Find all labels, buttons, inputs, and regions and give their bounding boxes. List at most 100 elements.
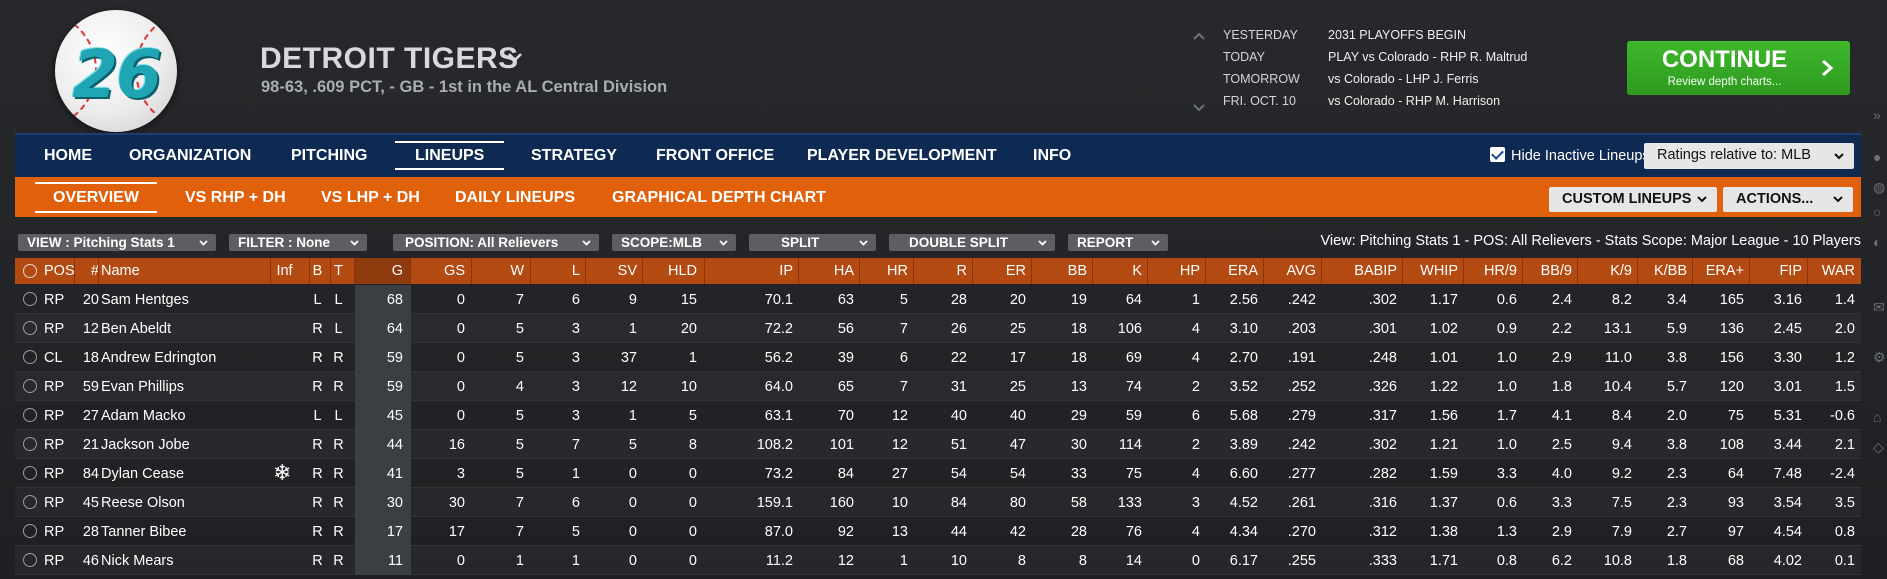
column-header-g[interactable]: G <box>391 263 403 279</box>
filter-dropdown[interactable]: FILTER : None <box>229 234 367 251</box>
hide-inactive-lineups-checkbox[interactable]: Hide Inactive Lineups <box>1490 147 1650 164</box>
checkbox-icon[interactable] <box>1490 147 1505 162</box>
globe-icon[interactable]: ◍ <box>1873 180 1886 194</box>
column-header-l[interactable]: L <box>571 263 580 279</box>
tab-overview[interactable]: OVERVIEW <box>35 182 157 213</box>
table-row[interactable]: RP 12 Ben Abeldt R L 64 0 5 3 1 20 72.2 56 7 26 25 18 106… <box>15 314 1861 343</box>
column-header-bb9[interactable]: BB/9 <box>1540 263 1572 279</box>
column-header-bb[interactable]: BB <box>1067 263 1087 279</box>
schedule-event[interactable]: PLAY vs Colorado - RHP R. Maltrud <box>1328 50 1528 64</box>
ratings-relative-dropdown[interactable]: Ratings relative to: MLB <box>1644 143 1854 169</box>
row-select-radio[interactable] <box>23 379 37 393</box>
column-header-ip[interactable]: IP <box>779 263 793 279</box>
bulb-icon[interactable]: ○ <box>1873 205 1882 219</box>
custom-lineups-dropdown[interactable]: CUSTOM LINEUPS <box>1549 187 1717 212</box>
scope-dropdown[interactable]: SCOPE:MLB <box>612 234 736 251</box>
view-dropdown[interactable]: VIEW : Pitching Stats 1 <box>18 234 216 251</box>
column-header-r[interactable]: R <box>956 263 967 279</box>
nav-lineups[interactable]: LINEUPS <box>394 141 505 170</box>
column-header-inf[interactable]: Inf <box>276 263 293 279</box>
column-header-er[interactable]: ER <box>1005 263 1026 279</box>
actions-dropdown[interactable]: ACTIONS... <box>1723 187 1853 212</box>
chevron-up-icon[interactable] <box>1192 31 1206 41</box>
tag-icon[interactable]: ◇ <box>1873 440 1884 454</box>
row-select-radio[interactable] <box>23 495 37 509</box>
row-select-radio[interactable] <box>23 292 37 306</box>
cell-name[interactable]: Sam Hentges <box>101 292 189 308</box>
split-dropdown[interactable]: SPLIT <box>749 234 876 251</box>
mail-icon[interactable]: ✉ <box>1873 300 1885 314</box>
cell-name[interactable]: Evan Phillips <box>101 379 185 395</box>
row-select-radio[interactable] <box>23 466 37 480</box>
team-name[interactable]: DETROIT TIGERS <box>260 42 519 75</box>
column-header-num[interactable]: # <box>90 263 99 279</box>
column-header-hp[interactable]: HP <box>1179 263 1200 279</box>
column-header-babip[interactable]: BABIP <box>1354 263 1397 279</box>
trophy-icon[interactable]: ◐ <box>1873 235 1882 249</box>
gear-icon[interactable]: ⚙ <box>1873 350 1886 364</box>
nav-player-development[interactable]: PLAYER DEVELOPMENT <box>807 147 997 164</box>
cell-name[interactable]: Andrew Edrington <box>101 350 217 366</box>
home-icon[interactable]: ⌂ <box>1873 410 1882 424</box>
nav-info[interactable]: INFO <box>1033 147 1072 164</box>
column-header-era[interactable]: ERA <box>1228 263 1258 279</box>
chevron-down-icon[interactable] <box>1192 103 1206 113</box>
tab-vs-rhp-dh[interactable]: VS RHP + DH <box>185 189 286 206</box>
table-row[interactable]: CL 18 Andrew Edrington R R 59 0 5 3 37 1 56.2 39 6 22 1… <box>15 343 1861 372</box>
cell-name[interactable]: Ben Abeldt <box>101 321 172 337</box>
nav-organization[interactable]: ORGANIZATION <box>129 147 252 164</box>
table-row[interactable]: RP 27 Adam Macko L L 45 0 5 3 1 5 63.1 70 12 40 40 29 59 6… <box>15 401 1861 430</box>
row-select-radio[interactable] <box>23 553 37 567</box>
table-row[interactable]: RP 20 Sam Hentges L L 68 0 7 6 9 15 70.1 63 5 28 20 19 64… <box>15 285 1861 314</box>
tab-daily-lineups[interactable]: DAILY LINEUPS <box>455 189 576 206</box>
nav-home[interactable]: HOME <box>44 147 92 164</box>
person-icon[interactable]: ● <box>1873 150 1882 164</box>
table-row[interactable]: RP 28 Tanner Bibee R R 17 17 7 5 0 0 87.0 92 13 44 42 28… <box>15 517 1861 546</box>
select-all-radio[interactable] <box>23 264 37 278</box>
row-select-radio[interactable] <box>23 437 37 451</box>
chevron-down-icon[interactable] <box>505 47 525 67</box>
column-header-fip[interactable]: FIP <box>1779 263 1802 279</box>
cell-name[interactable]: Reese Olson <box>101 495 185 511</box>
double-split-dropdown[interactable]: DOUBLE SPLIT <box>889 234 1055 251</box>
column-header-t[interactable]: T <box>334 263 343 279</box>
table-row[interactable]: RP 46 Nick Mears R R 11 0 1 1 0 0 11.2 12 1 10 8 8 14 0 6.1… <box>15 546 1861 575</box>
team-logo[interactable]: 26 <box>55 10 177 132</box>
row-select-radio[interactable] <box>23 524 37 538</box>
column-header-pos[interactable]: POS <box>44 263 75 279</box>
row-select-radio[interactable] <box>23 350 37 364</box>
column-header-hld[interactable]: HLD <box>667 263 697 279</box>
nav-strategy[interactable]: STRATEGY <box>531 147 617 164</box>
column-header-gs[interactable]: GS <box>444 263 465 279</box>
row-select-radio[interactable] <box>23 408 37 422</box>
table-row[interactable]: RP 21 Jackson Jobe R R 44 16 5 7 5 8 108.2 101 12 51 47… <box>15 430 1861 459</box>
column-header-kbb[interactable]: K/BB <box>1653 263 1687 279</box>
tab-graphical-depth-chart[interactable]: GRAPHICAL DEPTH CHART <box>612 189 826 206</box>
tab-vs-lhp-dh[interactable]: VS LHP + DH <box>321 189 420 206</box>
nav-front-office[interactable]: FRONT OFFICE <box>656 147 775 164</box>
column-header-whip[interactable]: WHIP <box>1420 263 1458 279</box>
continue-button[interactable]: CONTINUE Review depth charts... <box>1627 41 1850 95</box>
column-header-sv[interactable]: SV <box>617 263 637 279</box>
nav-pitching[interactable]: PITCHING <box>291 147 368 164</box>
cell-name[interactable]: Tanner Bibee <box>101 524 187 540</box>
column-header-k[interactable]: K <box>1132 263 1142 279</box>
report-dropdown[interactable]: REPORT <box>1068 234 1168 251</box>
cell-name[interactable]: Adam Macko <box>101 408 186 424</box>
table-row[interactable]: RP 59 Evan Phillips R R 59 0 4 3 12 10 64.0 65 7 31 25 1… <box>15 372 1861 401</box>
cell-name[interactable]: Jackson Jobe <box>101 437 190 453</box>
row-select-radio[interactable] <box>23 321 37 335</box>
table-row[interactable]: RP 45 Reese Olson R R 30 30 7 6 0 0 159.1 160 10 84 80 5… <box>15 488 1861 517</box>
position-dropdown[interactable]: POSITION: All Relievers <box>393 234 599 251</box>
column-header-war[interactable]: WAR <box>1821 263 1855 279</box>
column-header-hr[interactable]: HR <box>887 263 908 279</box>
column-header-w[interactable]: W <box>510 263 524 279</box>
column-header-avg[interactable]: AVG <box>1286 263 1316 279</box>
cell-name[interactable]: Nick Mears <box>101 553 174 569</box>
double-chevron-icon[interactable]: » <box>1873 108 1881 122</box>
column-header-k9[interactable]: K/9 <box>1610 263 1632 279</box>
cell-name[interactable]: Dylan Cease <box>101 466 185 482</box>
table-row[interactable]: RP 84 Dylan Cease ❄ R R 41 3 5 1 0 0 73.2 84 27 54 54 33 7… <box>15 459 1861 488</box>
column-header-name[interactable]: Name <box>101 263 140 279</box>
column-header-erap[interactable]: ERA+ <box>1705 263 1744 279</box>
